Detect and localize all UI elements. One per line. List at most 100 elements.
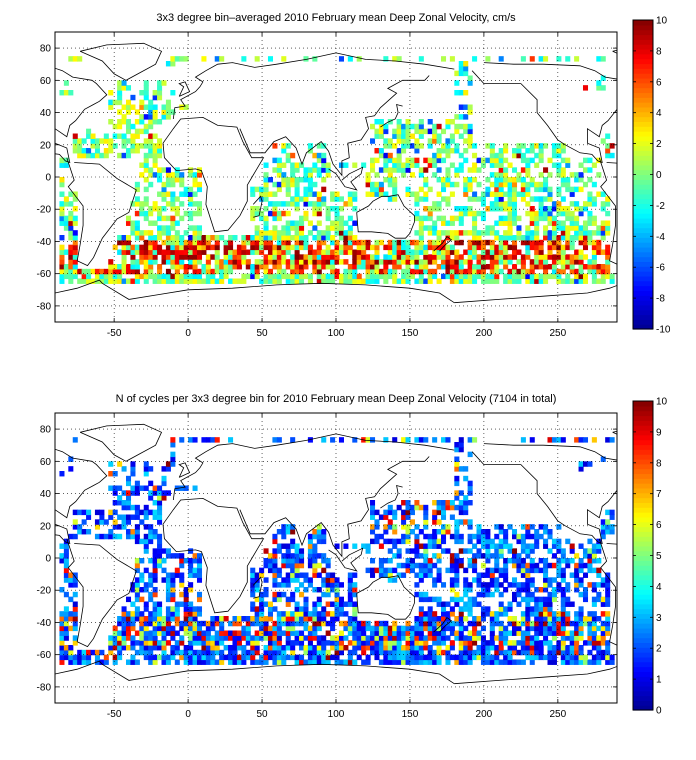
heatmap-cell — [307, 640, 313, 646]
heatmap-cell — [427, 645, 433, 651]
heatmap-cell — [117, 119, 123, 125]
heatmap-cell — [405, 437, 411, 443]
colorbar-segment — [633, 613, 653, 619]
heatmap-cell — [600, 191, 606, 197]
heatmap-cell — [458, 65, 464, 72]
heatmap-cell — [489, 611, 495, 617]
heatmap-cell — [174, 268, 180, 275]
heatmap-cell — [405, 259, 411, 265]
heatmap-cell — [560, 577, 566, 583]
heatmap-cell — [507, 191, 513, 197]
heatmap-cell — [125, 596, 132, 603]
heatmap-cell — [551, 148, 557, 154]
x-tick-label: 200 — [476, 328, 493, 339]
heatmap-cell — [525, 273, 531, 280]
heatmap-cell — [454, 596, 460, 603]
heatmap-cell — [582, 587, 589, 593]
heatmap-cell — [174, 220, 180, 226]
heatmap-cell — [387, 172, 393, 178]
heatmap-cell — [578, 654, 584, 661]
heatmap-cell — [378, 128, 384, 135]
heatmap-cell — [485, 659, 491, 665]
heatmap-cell — [259, 278, 265, 284]
heatmap-cell — [582, 437, 589, 443]
heatmap-cell — [414, 215, 420, 222]
heatmap-cell — [254, 587, 260, 593]
heatmap-cell — [338, 630, 344, 636]
heatmap-cell — [183, 601, 189, 607]
heatmap-cell — [605, 630, 611, 636]
heatmap-cell — [489, 630, 495, 636]
heatmap-cell — [276, 630, 282, 636]
heatmap-cell — [316, 244, 322, 251]
colorbar-tick-label: -10 — [656, 325, 671, 336]
heatmap-cell — [436, 133, 442, 139]
heatmap-cell — [294, 562, 300, 569]
heatmap-cell — [560, 268, 566, 275]
heatmap-cell — [480, 244, 486, 251]
heatmap-cell — [281, 630, 287, 636]
heatmap-cell — [600, 235, 606, 241]
heatmap-cell — [321, 249, 327, 255]
heatmap-cell — [245, 640, 251, 646]
heatmap-cell — [472, 640, 478, 646]
heatmap-cell — [547, 235, 553, 241]
heatmap-cell — [472, 577, 478, 583]
heatmap-cell — [401, 162, 407, 168]
heatmap-cell — [236, 254, 242, 260]
heatmap-cell — [503, 206, 509, 212]
heatmap-cell — [414, 239, 420, 246]
heatmap-cell — [143, 254, 149, 260]
heatmap-cell — [458, 167, 464, 173]
heatmap-cell — [245, 259, 251, 265]
heatmap-cell — [267, 611, 274, 617]
heatmap-cell — [272, 635, 278, 641]
heatmap-cell — [307, 254, 313, 260]
heatmap-cell — [139, 611, 145, 617]
heatmap-cell — [560, 620, 566, 627]
heatmap-cell — [157, 148, 163, 154]
heatmap-cell — [125, 119, 132, 125]
heatmap-cell — [148, 123, 154, 130]
heatmap-cell — [334, 616, 340, 622]
heatmap-cell — [436, 167, 442, 173]
heatmap-cell — [121, 490, 127, 496]
heatmap-cell — [458, 659, 464, 665]
heatmap-cell — [192, 201, 198, 207]
heatmap-cell — [587, 625, 593, 632]
heatmap-cell — [489, 572, 495, 578]
heatmap-cell — [263, 620, 269, 627]
heatmap-cell — [392, 529, 398, 535]
colorbar-segment — [633, 150, 653, 156]
heatmap-cell — [68, 616, 74, 622]
heatmap-cell — [378, 259, 384, 265]
heatmap-cell — [130, 254, 136, 260]
heatmap-cell — [59, 659, 65, 665]
heatmap-cell — [511, 640, 518, 646]
heatmap-cell — [467, 645, 473, 651]
heatmap-cell — [174, 659, 180, 665]
heatmap-cell — [494, 273, 500, 280]
heatmap-cell — [161, 548, 167, 554]
heatmap-cell — [569, 259, 575, 265]
heatmap-cell — [436, 504, 442, 511]
heatmap-cell — [157, 278, 163, 284]
heatmap-cell — [365, 268, 371, 275]
heatmap-cell — [285, 654, 291, 661]
heatmap-cell — [68, 611, 74, 617]
heatmap-cell — [378, 239, 384, 246]
heatmap-cell — [316, 157, 322, 164]
heatmap-cell — [174, 572, 180, 578]
heatmap-cell — [560, 172, 566, 178]
heatmap-cell — [183, 606, 189, 612]
heatmap-cell — [565, 215, 571, 222]
heatmap-cell — [130, 529, 136, 535]
heatmap-cell — [569, 239, 575, 246]
heatmap-cell — [596, 85, 602, 91]
heatmap-cell — [338, 196, 344, 202]
heatmap-cell — [130, 133, 136, 139]
heatmap-cell — [330, 577, 336, 583]
heatmap-cell — [254, 645, 260, 651]
heatmap-cell — [59, 177, 65, 183]
heatmap-cell — [188, 616, 194, 622]
